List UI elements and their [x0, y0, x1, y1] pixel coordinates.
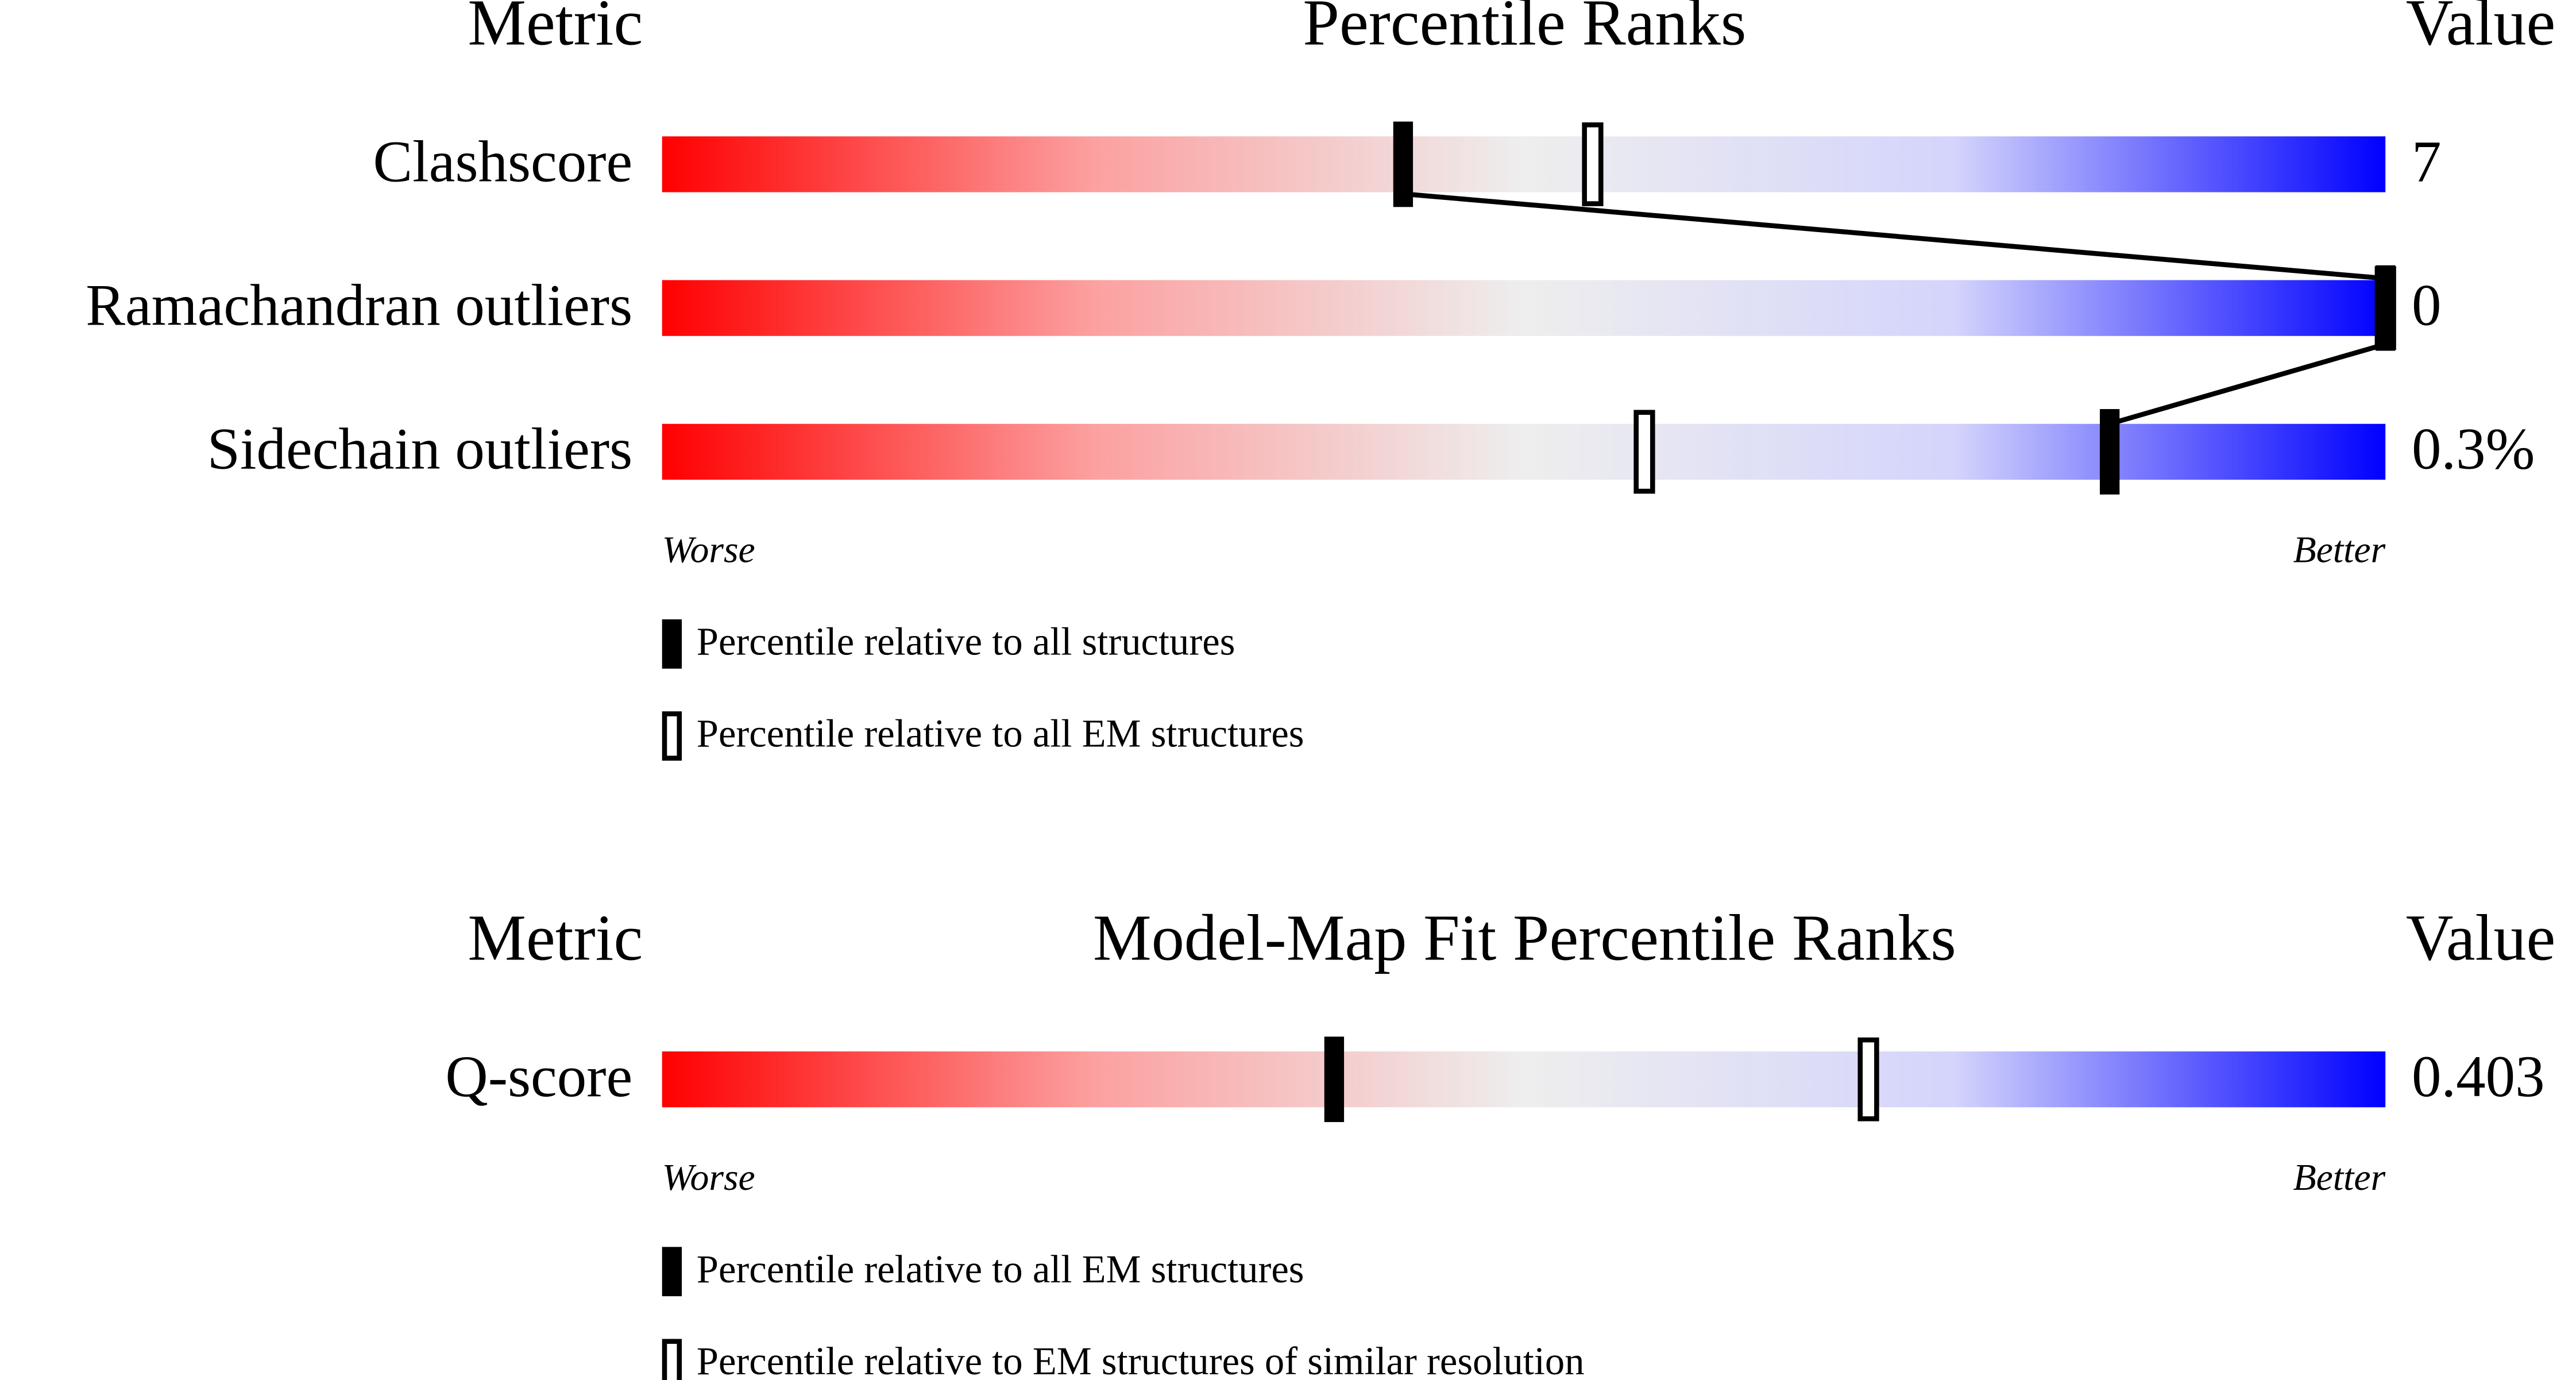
metric-name: Clashscore [373, 129, 632, 194]
better-label: Better [2293, 1157, 2385, 1198]
marker-filled [2099, 409, 2120, 495]
metric-value: 0.3% [2412, 417, 2535, 482]
marker-hollow [1633, 410, 1655, 494]
percentile-bar [662, 136, 2386, 192]
legend-icon [662, 1339, 682, 1380]
legend-icon [662, 619, 682, 669]
legend-icon [662, 1247, 682, 1297]
metric-value: 7 [2412, 129, 2441, 194]
percentile-bar [662, 280, 2386, 336]
marker-filled [2376, 265, 2396, 351]
marker-hollow [1582, 122, 1604, 206]
connector-line [1403, 191, 2386, 281]
legend-label: Percentile relative to all EM structures [697, 1247, 1304, 1291]
better-label: Better [2293, 529, 2385, 571]
connector-line [2108, 341, 2386, 426]
marker-filled [1393, 121, 1413, 207]
value-header: Value [2406, 901, 2555, 974]
worse-label: Worse [662, 1157, 755, 1198]
chart-title: Model-Map Fit Percentile Ranks [1093, 901, 1956, 974]
legend-label: Percentile relative to EM structures of … [697, 1339, 1585, 1380]
marker-filled [1324, 1036, 1345, 1123]
legend-label: Percentile relative to all EM structures [697, 712, 1304, 755]
worse-label: Worse [662, 529, 755, 571]
metric-value: 0 [2412, 273, 2441, 338]
marker-hollow [1857, 1037, 1879, 1121]
metric-header: Metric [468, 901, 643, 974]
percentile-bar [662, 423, 2386, 480]
legend-label: Percentile relative to all structures [697, 620, 1235, 664]
percentile-bar [662, 1051, 2386, 1108]
metric-name: Q-score [445, 1044, 632, 1109]
value-header: Value [2406, 0, 2555, 59]
metric-header: Metric [468, 0, 643, 59]
legend-icon [662, 711, 682, 761]
metric-name: Sidechain outliers [207, 417, 633, 482]
metric-value: 0.403 [2412, 1044, 2545, 1109]
metric-name: Ramachandran outliers [86, 273, 632, 338]
chart-title: Percentile Ranks [1303, 0, 1746, 59]
